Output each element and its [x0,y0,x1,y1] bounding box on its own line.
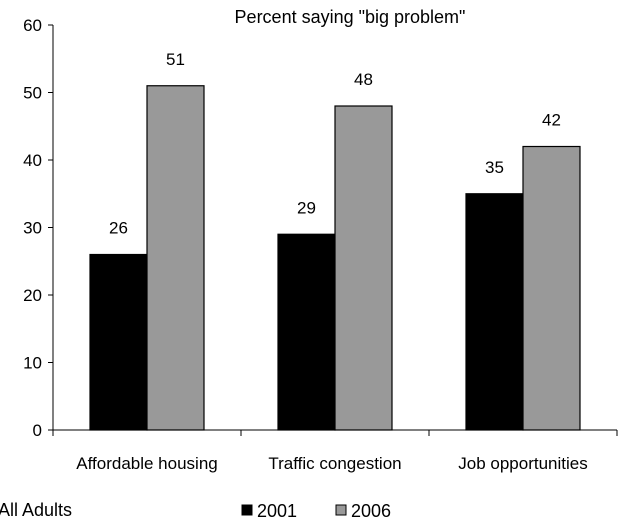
legend-swatch-2001 [241,504,253,516]
bar-2001-job-opportunities [465,193,524,431]
legend: 2001 2006 [241,501,391,521]
legend-label-2001: 2001 [257,501,297,521]
bar-value-label: 35 [485,158,504,177]
legend-swatch-2006 [335,504,347,516]
bar-2006-job-opportunities [522,145,581,431]
y-tick-label: 30 [23,219,42,238]
bar-value-label: 29 [297,198,316,217]
y-tick-label: 60 [23,16,42,35]
legend-label-2006: 2006 [351,501,391,521]
y-axis-ticks: 0 10 20 30 40 50 60 [23,16,53,440]
bars [89,85,581,431]
plot-area: 0 10 20 30 40 50 60 26 51 29 48 35 42 Affordable ho… [23,16,618,473]
bar-value-label: 48 [354,70,373,89]
bar-value-labels: 26 51 29 48 35 42 [109,50,561,238]
bar-2006-affordable-housing [146,85,205,431]
bar-2001-traffic-congestion [277,233,336,431]
category-label: Traffic congestion [268,454,401,473]
x-axis-ticks [52,430,618,436]
bar-2001-affordable-housing [89,253,148,431]
category-label: Job opportunities [458,454,587,473]
bar-value-label: 26 [109,219,128,238]
chart-title: Percent saying "big problem" [235,7,466,27]
category-labels: Affordable housing Traffic congestion Job … [76,454,587,473]
bar-value-label: 42 [542,111,561,130]
y-tick-label: 0 [33,421,42,440]
bar-2006-traffic-congestion [334,105,393,431]
bar-value-label: 51 [166,50,185,69]
y-tick-label: 40 [23,151,42,170]
footnote: All Adults [0,500,72,520]
y-tick-label: 50 [23,84,42,103]
category-label: Affordable housing [76,454,217,473]
y-tick-label: 10 [23,354,42,373]
y-tick-label: 20 [23,286,42,305]
